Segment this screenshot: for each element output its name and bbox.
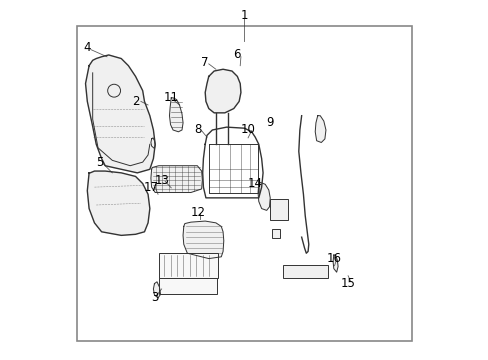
Polygon shape xyxy=(151,166,202,193)
Text: 12: 12 xyxy=(190,206,205,219)
Polygon shape xyxy=(153,282,160,298)
FancyBboxPatch shape xyxy=(270,199,288,220)
Polygon shape xyxy=(315,116,325,143)
Text: 2: 2 xyxy=(132,95,139,108)
Text: 17: 17 xyxy=(144,181,159,194)
Text: 16: 16 xyxy=(325,252,341,265)
Text: 8: 8 xyxy=(194,123,202,136)
Polygon shape xyxy=(205,69,241,113)
Polygon shape xyxy=(258,183,270,210)
Polygon shape xyxy=(332,255,337,272)
Text: 14: 14 xyxy=(247,177,262,190)
FancyBboxPatch shape xyxy=(272,229,280,238)
Polygon shape xyxy=(87,171,149,235)
Text: 6: 6 xyxy=(233,49,241,62)
Polygon shape xyxy=(169,98,183,132)
Polygon shape xyxy=(85,55,155,173)
Text: 10: 10 xyxy=(240,123,255,136)
FancyBboxPatch shape xyxy=(159,253,217,278)
Text: 13: 13 xyxy=(154,174,169,186)
Text: 9: 9 xyxy=(265,116,273,129)
Text: 3: 3 xyxy=(150,291,158,305)
Text: 15: 15 xyxy=(340,277,355,290)
Circle shape xyxy=(107,84,121,97)
Text: 5: 5 xyxy=(96,156,103,168)
Polygon shape xyxy=(151,138,155,149)
FancyBboxPatch shape xyxy=(282,265,327,278)
Text: 1: 1 xyxy=(240,9,248,22)
Text: 7: 7 xyxy=(201,55,208,69)
Text: 11: 11 xyxy=(163,91,179,104)
Text: 4: 4 xyxy=(83,41,91,54)
Polygon shape xyxy=(183,221,224,258)
FancyBboxPatch shape xyxy=(159,278,217,294)
